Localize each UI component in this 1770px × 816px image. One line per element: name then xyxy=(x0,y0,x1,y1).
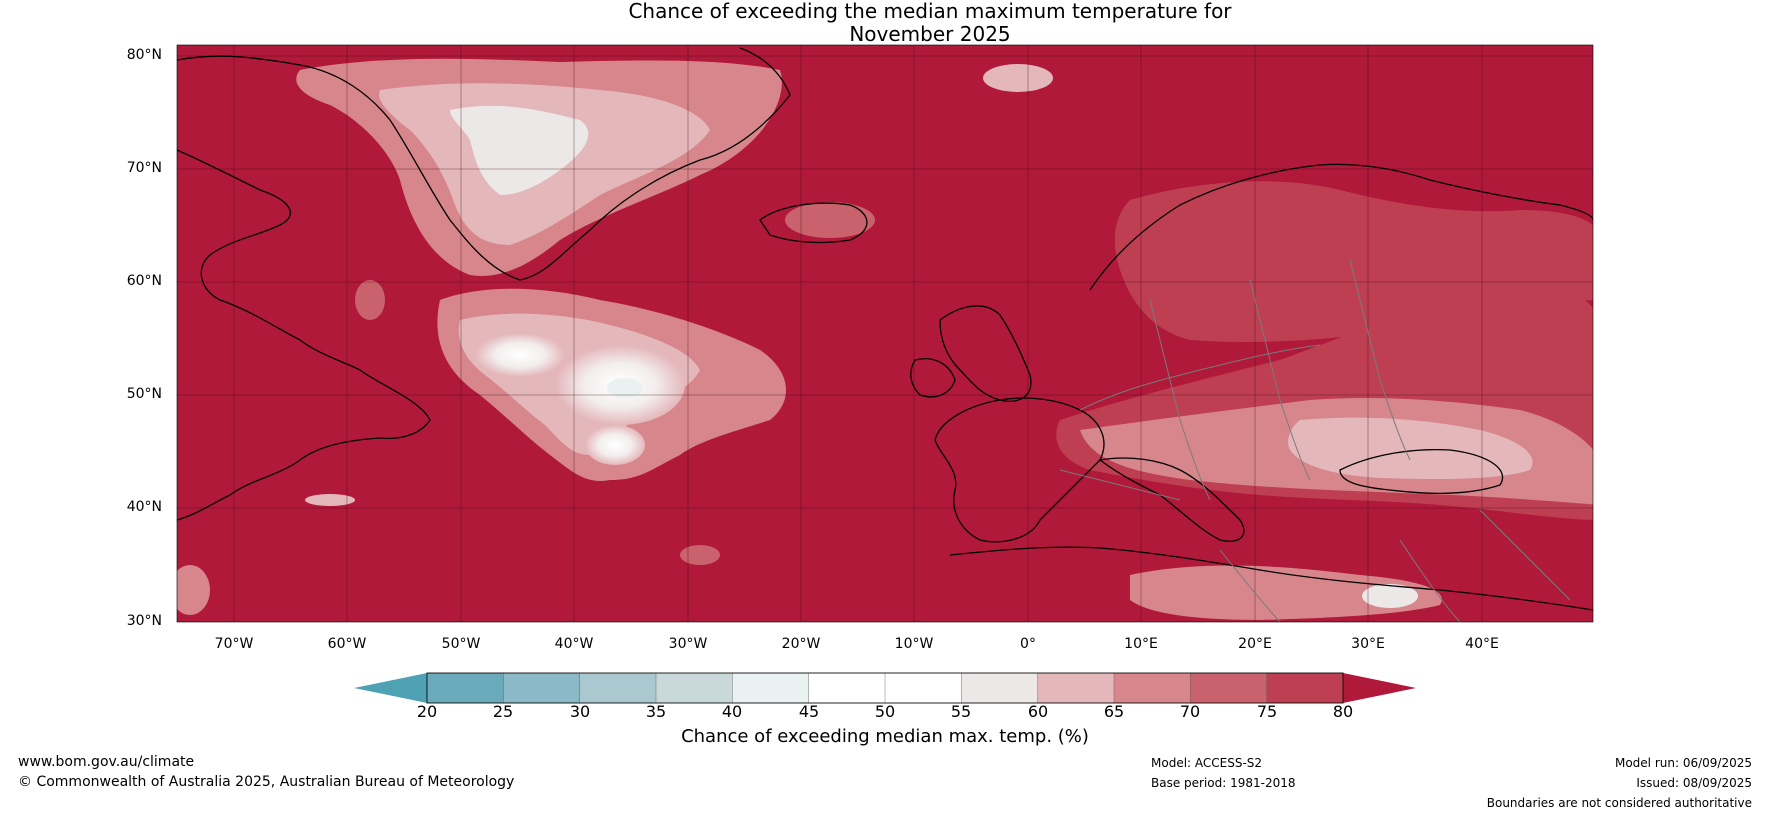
colorbar-segment xyxy=(1190,672,1268,704)
lat-label-40n: 40°N xyxy=(126,499,162,515)
colorbar-tick-75: 75 xyxy=(1256,702,1278,721)
lon-label-40e: 40°E xyxy=(1465,636,1499,652)
colorbar-tick-65: 65 xyxy=(1103,702,1125,721)
iberia-france-coast xyxy=(934,397,1105,543)
lat-label-60n: 60°N xyxy=(126,273,162,289)
title-line-2: November 2025 xyxy=(849,22,1011,46)
copyright-text: © Commonwealth of Australia 2025, Austra… xyxy=(18,774,515,790)
map-plot-area xyxy=(177,45,1593,622)
colorbar-right-arrow xyxy=(1343,673,1416,703)
britain-coast xyxy=(939,305,1032,402)
country-borders xyxy=(1059,259,1571,622)
colorbar-tick-70: 70 xyxy=(1179,702,1201,721)
colorbar-tick-45: 45 xyxy=(798,702,820,721)
colorbar-tick-80: 80 xyxy=(1332,702,1354,721)
iceland-patch xyxy=(785,202,875,238)
black-sea-coast xyxy=(1339,449,1504,494)
colorbar-label: Chance of exceeding median max. temp. (%… xyxy=(681,726,1089,747)
colorbar-tick-40: 40 xyxy=(721,702,743,721)
colorbar-segment xyxy=(579,672,657,704)
lon-label-0: 0° xyxy=(1020,636,1036,652)
scandinavia-coast xyxy=(1089,163,1593,291)
map-border xyxy=(176,44,1594,623)
lon-label-40w: 40°W xyxy=(554,636,594,652)
colorbar-segment xyxy=(1113,672,1192,704)
atlantic-cool-core-south xyxy=(585,425,645,465)
colorbar-segment xyxy=(884,672,963,704)
colorbar-segment xyxy=(655,672,734,704)
colorbar-left-arrow xyxy=(354,673,427,703)
graticule xyxy=(177,45,1593,622)
north-africa-65-zone xyxy=(1130,565,1442,620)
scandinavia-75-zone xyxy=(1114,181,1593,342)
colorbar-tick-55: 55 xyxy=(950,702,972,721)
base-period: Base period: 1981-2018 xyxy=(1151,776,1296,790)
colorbar-tick-35: 35 xyxy=(645,702,667,721)
lat-label-70n: 70°N xyxy=(126,160,162,176)
colorbar-segment xyxy=(1037,672,1115,704)
colorbar-segment xyxy=(961,672,1039,704)
colorbar-segments xyxy=(426,672,1344,704)
lon-label-30e: 30°E xyxy=(1351,636,1385,652)
colorbar-segment xyxy=(732,672,810,704)
labrador-patch xyxy=(355,280,385,320)
lon-label-30w: 30°W xyxy=(668,636,708,652)
lon-label-70w: 70°W xyxy=(214,636,254,652)
greenland-55-zone xyxy=(450,105,589,195)
us-coast-patch xyxy=(177,565,210,615)
colorbar-tick-30: 30 xyxy=(569,702,591,721)
north-africa-coast xyxy=(949,546,1593,611)
lon-label-50w: 50°W xyxy=(441,636,481,652)
website-link[interactable]: www.bom.gov.au/climate xyxy=(18,754,195,770)
issued-date: Issued: 08/09/2025 xyxy=(1636,776,1752,790)
egypt-light-patch xyxy=(1362,584,1418,608)
atlantic-small-patch-1 xyxy=(305,494,355,506)
model-run-date: Model run: 06/09/2025 xyxy=(1614,756,1752,770)
lon-label-20w: 20°W xyxy=(781,636,821,652)
italy-coast xyxy=(1098,457,1245,542)
lat-label-30n: 30°N xyxy=(126,613,162,629)
colorbar-tick-25: 25 xyxy=(492,702,514,721)
colorbar-tick-60: 60 xyxy=(1027,702,1049,721)
boundaries-disclaimer: Boundaries are not considered authoritat… xyxy=(1486,796,1752,810)
north-america-coast xyxy=(177,149,431,521)
colorbar-segment xyxy=(1266,672,1344,704)
title-line-1: Chance of exceeding the median maximum t… xyxy=(628,0,1232,23)
colorbar-segment xyxy=(808,672,886,704)
ireland-coast xyxy=(910,358,956,398)
greenland-coast xyxy=(177,47,791,281)
lon-label-60w: 60°W xyxy=(327,636,367,652)
lon-label-20e: 20°E xyxy=(1238,636,1272,652)
colorbar-segment xyxy=(503,672,581,704)
colorbar-tick-50: 50 xyxy=(874,702,896,721)
atlantic-40-spot xyxy=(607,378,643,398)
map-title: Chance of exceeding the median maximum t… xyxy=(0,0,1770,46)
lat-label-50n: 50°N xyxy=(126,386,162,402)
colorbar-outline xyxy=(426,672,1344,704)
lon-label-10e: 10°E xyxy=(1124,636,1158,652)
colorbar-tick-20: 20 xyxy=(416,702,438,721)
colorbar-segment xyxy=(426,672,505,704)
model-name: Model: ACCESS-S2 xyxy=(1151,756,1263,770)
iceland-coast xyxy=(759,202,868,244)
black-sea-60-zone xyxy=(1288,417,1533,480)
coastlines xyxy=(177,47,1593,611)
lat-label-80n: 80°N xyxy=(126,47,162,63)
atlantic-cool-core-west xyxy=(475,333,565,377)
svalbard-patch xyxy=(983,64,1053,92)
atlantic-small-patch-2 xyxy=(680,545,720,565)
lon-label-10w: 10°W xyxy=(894,636,934,652)
